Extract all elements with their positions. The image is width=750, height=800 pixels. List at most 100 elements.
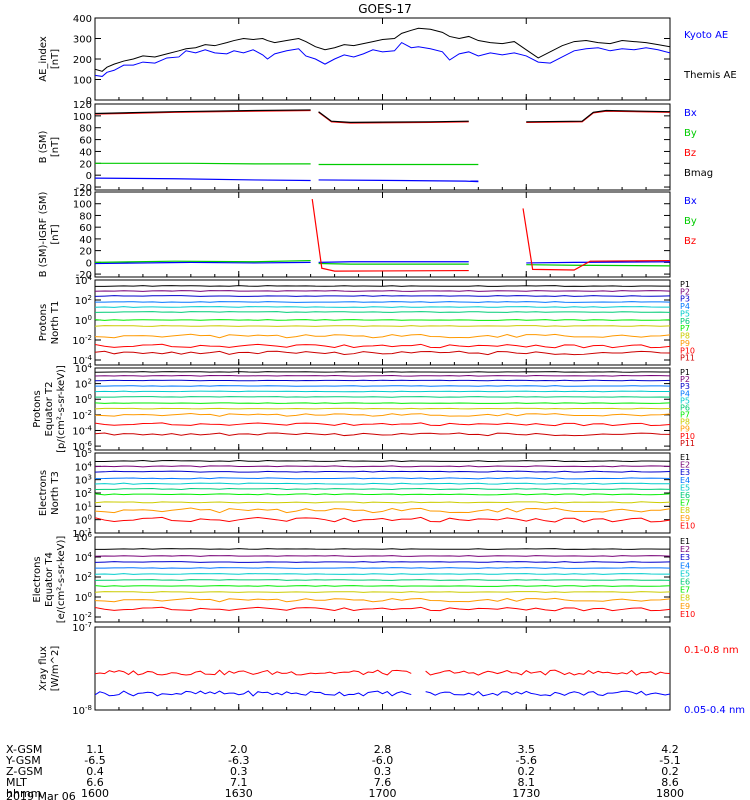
footer-value: 8.6: [661, 776, 679, 789]
y-tick-label: 102: [75, 487, 92, 500]
legend-entry: Bz: [684, 148, 696, 159]
legend-entry: P1: [680, 368, 690, 377]
series-line: [95, 597, 670, 603]
series-line: [95, 465, 670, 468]
y-tick-label: 104: [75, 551, 93, 564]
y-tick-exponent: 4: [88, 362, 93, 370]
legend-entry: E5: [680, 569, 690, 578]
legend-entry: E8: [680, 594, 690, 603]
footer-row-label: MLT: [6, 776, 27, 789]
series-line: [318, 111, 469, 123]
footer-value: 1800: [656, 787, 684, 800]
y-tick-label: 10-2: [72, 334, 92, 347]
y-tick-exponent: 2: [88, 571, 92, 579]
y-tick-label: 100: [75, 591, 92, 604]
legend-entry: E5: [680, 483, 690, 492]
series-line: [95, 488, 670, 491]
legend-entry: P7: [680, 324, 690, 333]
series-line: [95, 311, 670, 313]
series-line: [425, 690, 670, 697]
legend-entry: E8: [680, 506, 690, 515]
y-tick-label: 10-4: [72, 424, 92, 437]
footer-value: -6.0: [372, 754, 393, 767]
legend-entry: P7: [680, 411, 690, 420]
y-tick-label: 100: [75, 393, 92, 406]
series-line: [95, 690, 412, 697]
legend-entry: P10: [680, 346, 695, 355]
legend-entry: P4: [680, 302, 690, 311]
legend-entry: Bx: [684, 196, 697, 207]
y-tick-label: -20: [76, 270, 92, 281]
footer-value: 7.1: [230, 776, 248, 789]
series-line: [95, 333, 670, 339]
series-line: [95, 567, 670, 569]
y-tick-label: 20: [79, 159, 92, 170]
series-line: [95, 306, 670, 308]
footer-value: 0.3: [230, 765, 248, 778]
legend-entry: E6: [680, 578, 690, 587]
legend-entry: E2: [680, 545, 690, 554]
footer-value: -6.3: [228, 754, 249, 767]
legend-entry: P6: [680, 317, 690, 326]
y-tick-exponent: 4: [88, 460, 93, 468]
series-line: [522, 208, 670, 271]
y-tick-exponent: -2: [85, 334, 92, 342]
legend-entry: E10: [680, 521, 695, 530]
y-axis-label: B (SM): [38, 130, 49, 163]
series-line: [95, 477, 670, 480]
y-tick-exponent: 0: [88, 393, 92, 401]
legend-entry: P6: [680, 403, 690, 412]
footer-value: 0.2: [661, 765, 679, 778]
y-axis-label: [W/m^2]: [50, 646, 61, 692]
y-tick-exponent: 0: [88, 314, 92, 322]
y-tick-label: -20: [76, 183, 92, 194]
y-axis-label: [e/(cm²-s-sr-keV)]: [56, 536, 67, 624]
footer-row-label: hhmm: [6, 787, 41, 800]
footer-row-label: Y-GSM: [5, 754, 41, 767]
plot-area: [95, 548, 670, 612]
series-line: [95, 27, 670, 72]
footer-value: 4.2: [661, 743, 679, 756]
legend-entry: P3: [680, 382, 690, 391]
series-line: [95, 385, 670, 387]
plot-area: [95, 109, 670, 183]
legend-entry: P8: [680, 418, 690, 427]
series-line: [95, 669, 412, 676]
series-line: [95, 555, 670, 557]
y-axis-label: [p/(cm²-s-sr-keV)]: [56, 365, 67, 453]
y-tick-label: 100: [73, 200, 92, 211]
legend-entry: P1: [680, 280, 690, 289]
y-tick-label: 103: [75, 474, 92, 487]
legend-entry: Themis AE: [683, 70, 737, 81]
footer-value: -6.5: [84, 754, 105, 767]
y-tick-label: 10-7: [72, 621, 92, 634]
series-line: [95, 259, 311, 263]
legend-entry: E4: [680, 561, 690, 570]
footer-value: 0.4: [86, 765, 104, 778]
legend-entry: E9: [680, 602, 690, 611]
y-tick-exponent: -6: [85, 440, 93, 448]
panel-frame: [94, 103, 671, 191]
plot-area: [95, 371, 670, 437]
y-tick-exponent: -7: [85, 621, 92, 629]
chart-title: GOES-17: [358, 2, 412, 16]
y-tick-exponent: 6: [88, 531, 93, 539]
panel-frame: [94, 626, 671, 711]
series-line: [95, 432, 670, 437]
y-tick-exponent: 2: [88, 294, 92, 302]
y-tick-label: 0: [86, 171, 92, 182]
y-axis-label: AE_index: [38, 36, 49, 82]
y-tick-label: 106: [75, 531, 93, 544]
legend-entry: E9: [680, 514, 690, 523]
y-tick-exponent: 2: [88, 378, 92, 386]
footer-value: 8.1: [518, 776, 536, 789]
series-line: [95, 459, 670, 463]
series-line: [526, 264, 670, 267]
series-line: [95, 501, 670, 504]
series-line: [526, 109, 670, 123]
footer-value: 1730: [512, 787, 540, 800]
y-tick-exponent: -4: [85, 424, 93, 432]
legend-entry: Kyoto AE: [684, 30, 728, 41]
